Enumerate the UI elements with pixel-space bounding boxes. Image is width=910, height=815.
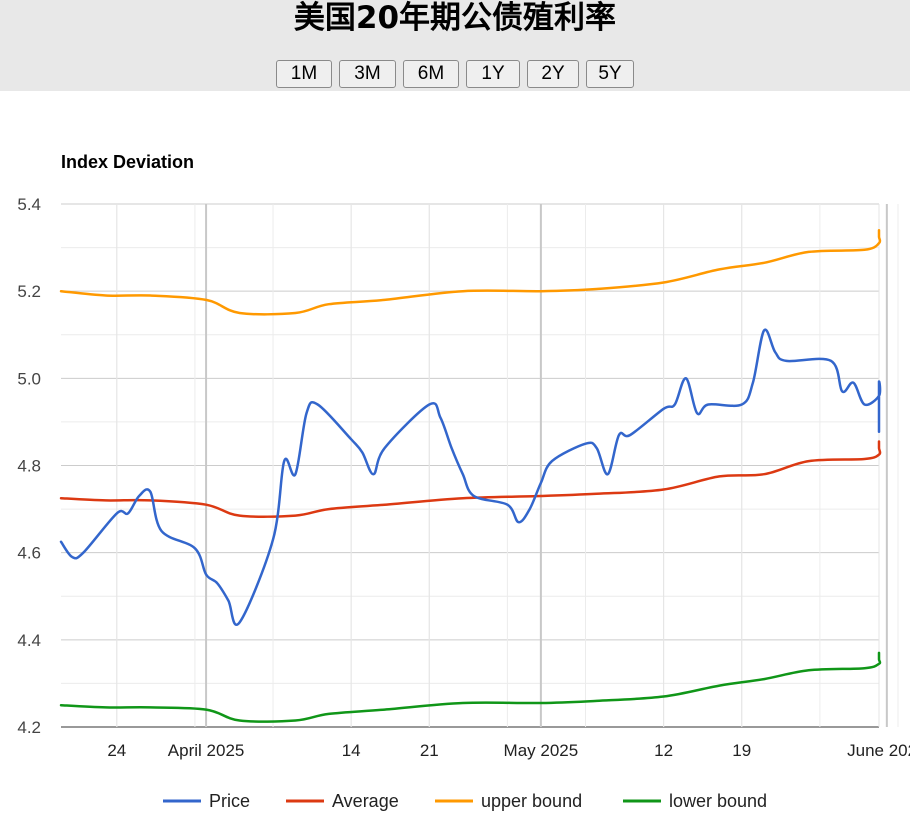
y-axis: 4.2 4.4 4.6 4.8 5.0 5.2 5.4 [17,195,41,737]
chart-grid [61,203,899,728]
x-tick-label: 12 [654,741,673,760]
series-line-lower-bound [59,651,882,723]
range-button-3m[interactable]: 3M [339,60,396,88]
range-button-6m[interactable]: 6M [403,60,459,88]
chart-legend: Price Average upper bound lower bound [163,791,767,811]
x-tick-label: June 2025 [847,741,910,760]
range-button-1y[interactable]: 1Y [466,60,520,88]
chart-subtitle: Index Deviation [61,152,194,172]
x-tick-label: May 2025 [504,741,579,760]
y-tick-label: 4.2 [17,718,41,737]
legend-label-average: Average [332,791,399,811]
range-button-5y[interactable]: 5Y [586,60,634,88]
legend-label-upper-bound: upper bound [481,791,582,811]
y-tick-label: 5.0 [17,369,41,388]
series-line-upper-bound [59,228,882,316]
range-button-2y[interactable]: 2Y [527,60,579,88]
series-line-price [59,328,882,626]
y-tick-label: 4.8 [17,457,41,476]
y-tick-label: 4.4 [17,631,41,650]
y-tick-label: 5.4 [17,195,41,214]
x-tick-label: April 2025 [168,741,245,760]
range-button-group: 1M 3M 6M 1Y 2Y 5Y [0,60,910,88]
page-title: 美国20年期公债殖利率 [293,0,617,36]
series-line-average [59,440,882,518]
x-tick-label: 21 [420,741,439,760]
y-tick-label: 5.2 [17,282,41,301]
page-header: 美国20年期公债殖利率 1M 3M 6M 1Y 2Y 5Y [0,0,910,91]
x-tick-label: 24 [107,741,126,760]
range-button-1m[interactable]: 1M [276,60,332,88]
line-chart: Index Deviation 4.2 4.4 4.6 4.8 5.0 5.2 5.4 24… [17,152,910,811]
chart-series [59,228,882,723]
y-tick-label: 4.6 [17,544,41,563]
x-tick-label: 14 [342,741,361,760]
legend-label-price: Price [209,791,250,811]
x-tick-label: 19 [732,741,751,760]
legend-label-lower-bound: lower bound [669,791,767,811]
